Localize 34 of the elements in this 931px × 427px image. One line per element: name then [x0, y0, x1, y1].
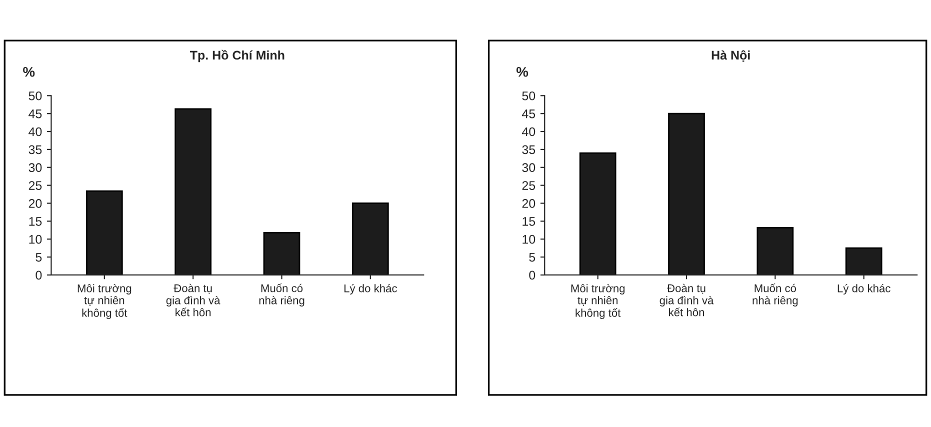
y-tick-label: 35 — [522, 145, 536, 154]
y-tick-label: 45 — [28, 110, 42, 118]
x-tick-label: Lý do khác — [344, 284, 397, 295]
y-tick-label: 0 — [529, 270, 536, 280]
x-tick-label: Muốn có nhà riêng — [752, 284, 798, 306]
x-tick-label: Môi trường tự nhiên không tốt — [78, 284, 132, 320]
y-tick-label: 15 — [29, 217, 42, 226]
y-tick-label: 10 — [522, 234, 536, 244]
y-tick-label: 40 — [28, 127, 42, 136]
x-tick-label: Môi trường tự nhiên không tốt — [571, 284, 625, 320]
y-tick-label: 35 — [28, 145, 42, 154]
y-tick-label: 50 — [522, 91, 536, 100]
x-tick-label: Đoàn tụ gia đình và kết hôn — [660, 284, 714, 316]
y-tick-label: 15 — [522, 217, 536, 226]
x-tick-label: Lý do khác — [838, 284, 890, 295]
x-tick-label: Đoàn tụ gia đình và kết hôn — [166, 284, 220, 316]
y-tick-label: 20 — [28, 199, 42, 208]
y-tick-label: 30 — [28, 163, 42, 172]
chart-title: Tp. Hồ Chí Minh — [190, 50, 284, 62]
y-tick-label: 25 — [522, 181, 536, 190]
y-axis-title: % — [516, 66, 528, 77]
y-tick-label: 5 — [36, 252, 42, 262]
x-tick-label: Muốn có nhà riêng — [259, 284, 304, 306]
y-tick-label: 0 — [36, 270, 42, 280]
y-tick-label: 45 — [522, 110, 536, 118]
y-tick-label: 10 — [29, 234, 42, 244]
y-tick-label: 5 — [529, 252, 536, 262]
y-tick-label: 30 — [522, 163, 536, 172]
y-tick-label: 40 — [522, 127, 536, 136]
y-axis-title: % — [23, 66, 35, 77]
chart-title: Hà Nội — [712, 50, 750, 62]
y-tick-label: 50 — [28, 91, 42, 100]
y-tick-label: 20 — [522, 199, 536, 208]
y-tick-label: 25 — [28, 181, 42, 190]
